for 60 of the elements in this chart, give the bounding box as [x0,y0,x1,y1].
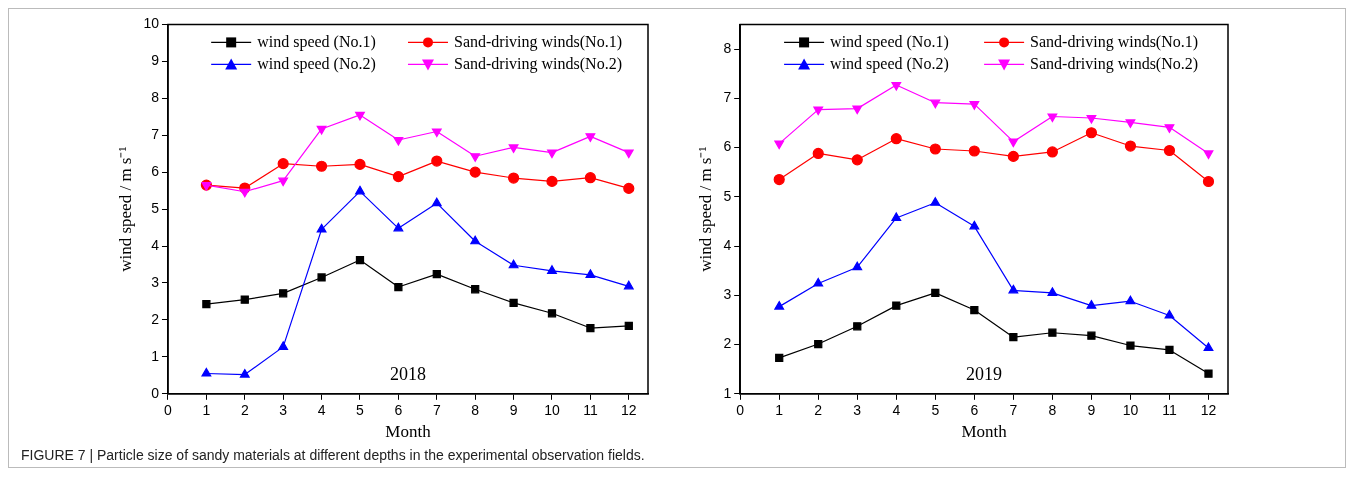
y-tick-label: 8 [723,39,732,56]
x-tick-label: 4 [892,402,901,419]
x-axis-title: Month [961,422,1008,442]
y-axis-title: wind speed / m s⁻¹ [695,146,715,272]
y-tick-label: 7 [723,89,732,106]
x-tick-label: 3 [853,402,862,419]
legend-label: wind speed (No.1) [830,32,949,51]
y-tick-label: 3 [151,273,160,290]
annotation: 2018 [389,363,426,384]
x-tick-label: 5 [356,402,365,419]
y-tick-label: 4 [151,236,160,253]
x-tick-label: 0 [164,402,173,419]
x-tick-label: 6 [970,402,979,419]
x-tick-label: 2 [814,402,823,419]
y-tick-label: 5 [151,199,160,216]
x-tick-label: 9 [1087,402,1096,419]
x-tick-label: 5 [931,402,940,419]
x-tick-label: 4 [317,402,326,419]
y-tick-label: 8 [151,89,160,106]
legend-label: wind speed (No.1) [257,32,376,51]
y-tick-label: 6 [151,163,160,180]
y-tick-label: 7 [151,126,160,143]
legend-label: Sand-driving winds(No.1) [1030,32,1199,51]
x-axis-title: Month [385,422,432,442]
x-tick-label: 12 [621,402,637,419]
y-tick-label: 2 [723,335,732,352]
x-tick-label: 2 [240,402,249,419]
x-tick-label: 7 [432,402,441,419]
annotation: 2019 [966,363,1003,384]
y-tick-label: 4 [723,236,732,253]
y-tick-label: 10 [143,15,160,32]
y-tick-label: 0 [151,384,160,401]
y-axis-title: wind speed / m s⁻¹ [115,146,135,272]
x-tick-label: 7 [1009,402,1018,419]
legend-label: Sand-driving winds(No.1) [453,32,622,51]
legend-label: wind speed (No.2) [830,54,949,73]
x-tick-label: 8 [1048,402,1057,419]
x-tick-label: 12 [1200,402,1217,419]
legend-label: Sand-driving winds(No.2) [1030,54,1199,73]
y-tick-label: 1 [723,384,732,401]
x-tick-label: 1 [775,402,784,419]
caption: FIGURE 7 | Particle size of sandy materials at different depths in the experimental observation fields. [21,447,646,463]
x-tick-label: 10 [1122,402,1139,419]
x-tick-label: 11 [1162,402,1177,419]
legend-label: wind speed (No.2) [257,54,376,73]
x-tick-label: 0 [736,402,745,419]
y-tick-label: 9 [151,52,160,69]
y-tick-label: 6 [723,138,732,155]
legend-label: Sand-driving winds(No.2) [453,54,622,73]
x-tick-label: 3 [279,402,288,419]
y-tick-label: 2 [151,310,160,327]
x-tick-label: 1 [202,402,211,419]
x-tick-label: 11 [583,402,598,419]
y-tick-label: 1 [151,347,160,364]
y-tick-label: 5 [723,187,732,204]
x-tick-label: 10 [544,402,560,419]
y-tick-label: 3 [723,286,732,303]
x-tick-label: 6 [394,402,403,419]
x-tick-label: 8 [471,402,480,419]
x-tick-label: 9 [509,402,518,419]
